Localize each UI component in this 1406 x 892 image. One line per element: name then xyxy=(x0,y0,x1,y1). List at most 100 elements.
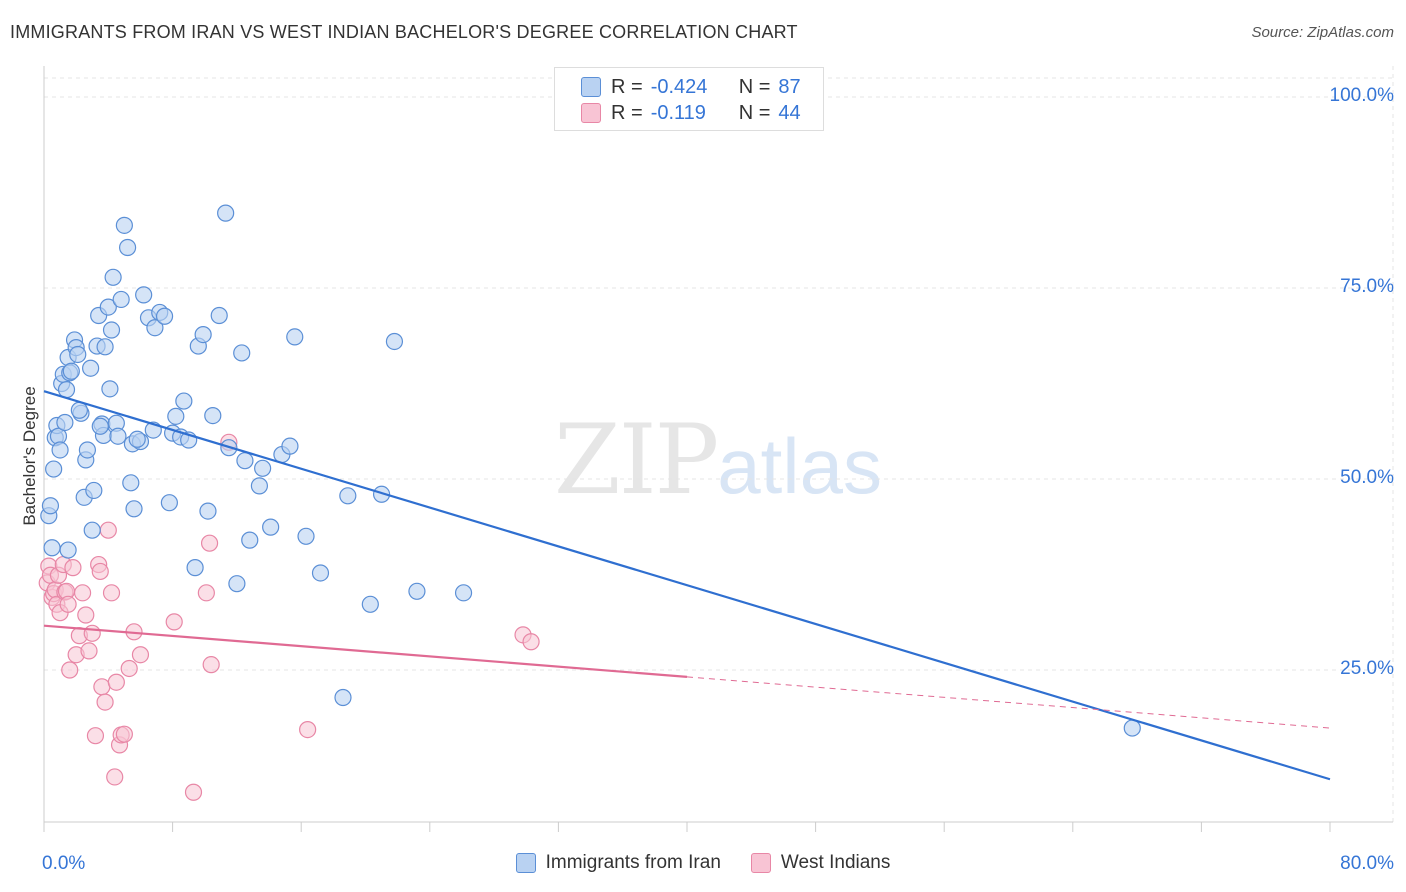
data-point-west-indians xyxy=(83,624,101,642)
data-point-iran xyxy=(281,437,299,455)
data-point-iran xyxy=(297,527,315,545)
data-point-iran xyxy=(112,290,130,309)
west-indians-swatch-icon xyxy=(750,853,771,873)
data-point-iran xyxy=(233,344,251,362)
y-axis-label: Bachelor's Degree xyxy=(20,386,39,526)
data-point-iran xyxy=(167,407,185,425)
data-point-iran xyxy=(454,584,473,602)
legend-item-iran[interactable]: Immigrants from Iran xyxy=(515,852,721,874)
data-point-west-indians xyxy=(120,659,138,678)
data-point-iran xyxy=(204,406,222,425)
data-point-west-indians xyxy=(107,673,125,691)
trend-line-west-indians-extension xyxy=(686,676,1331,729)
data-point-iran xyxy=(160,494,178,512)
data-point-iran xyxy=(56,413,74,432)
data-point-west-indians xyxy=(202,656,220,674)
axes xyxy=(43,66,1393,832)
data-point-iran xyxy=(99,298,117,316)
watermark: ZIPatlas xyxy=(554,404,882,516)
data-point-iran xyxy=(78,441,97,459)
data-point-iran xyxy=(339,487,357,505)
gridlines xyxy=(44,66,1394,822)
data-point-west-indians xyxy=(77,606,95,624)
data-point-west-indians xyxy=(64,559,82,577)
data-point-iran xyxy=(96,338,114,356)
data-point-iran xyxy=(155,307,174,325)
legend-label: West Indians xyxy=(780,852,891,873)
y-tick-label: 75.0% xyxy=(1340,276,1394,297)
west-indians-swatch-icon xyxy=(581,103,601,123)
data-point-iran xyxy=(104,268,122,286)
iran-swatch-icon xyxy=(515,853,536,873)
data-point-west-indians xyxy=(299,720,317,739)
data-point-west-indians xyxy=(165,613,183,631)
data-point-iran xyxy=(385,332,404,351)
data-point-iran xyxy=(102,321,121,339)
series-immigrants-from-iran xyxy=(40,204,1141,737)
data-point-iran xyxy=(69,345,87,364)
data-point-iran xyxy=(45,460,63,478)
data-point-west-indians xyxy=(200,534,219,552)
legend-row-west-indians: R = -0.119 N = 44 xyxy=(581,100,801,126)
data-point-iran xyxy=(286,328,304,346)
n-value: 44 xyxy=(778,101,801,124)
iran-swatch-icon xyxy=(581,77,601,97)
trend-line-west-indians xyxy=(43,624,688,678)
data-point-iran xyxy=(262,518,280,536)
data-point-iran xyxy=(82,359,100,377)
data-point-iran xyxy=(250,477,269,495)
data-point-west-indians xyxy=(184,783,203,801)
y-tick-label: 50.0% xyxy=(1340,467,1394,488)
data-point-iran xyxy=(372,485,391,503)
data-point-iran xyxy=(109,427,127,445)
data-point-west-indians xyxy=(93,678,111,696)
data-point-iran xyxy=(135,286,153,304)
data-point-iran xyxy=(361,595,379,613)
data-point-iran xyxy=(175,392,193,410)
watermark-atlas: atlas xyxy=(717,422,882,510)
trend-line-iran xyxy=(43,390,1331,781)
data-point-iran xyxy=(146,319,164,337)
data-point-iran xyxy=(186,559,204,577)
data-point-iran xyxy=(101,380,119,398)
r-label: R = xyxy=(611,101,643,124)
data-point-iran xyxy=(125,500,143,518)
n-label: N = xyxy=(738,75,771,98)
data-point-west-indians xyxy=(80,642,98,660)
data-point-west-indians xyxy=(522,633,540,651)
legend-row-iran: R = -0.424 N = 87 xyxy=(581,74,801,100)
data-point-iran xyxy=(334,688,352,707)
data-point-iran xyxy=(311,564,330,582)
data-point-west-indians xyxy=(59,595,77,613)
data-point-west-indians xyxy=(131,646,150,664)
x-tick-label-min: 0.0% xyxy=(42,853,86,874)
data-point-iran xyxy=(199,502,217,520)
data-point-iran xyxy=(41,497,60,515)
data-point-iran xyxy=(43,539,61,557)
data-point-iran xyxy=(59,541,77,559)
r-label: R = xyxy=(611,75,643,98)
data-point-west-indians xyxy=(115,725,133,743)
data-point-west-indians xyxy=(61,661,79,679)
data-point-iran xyxy=(408,582,426,600)
data-point-iran xyxy=(217,204,235,222)
legend-label: Immigrants from Iran xyxy=(545,852,721,873)
data-point-iran xyxy=(236,452,254,470)
data-point-iran xyxy=(241,531,259,549)
x-tick-label-max: 80.0% xyxy=(1340,853,1394,874)
r-value: -0.424 xyxy=(650,75,708,98)
data-point-west-indians xyxy=(102,584,121,602)
trend-lines xyxy=(43,390,1331,781)
data-point-iran xyxy=(210,306,228,325)
data-point-iran xyxy=(194,326,212,344)
data-point-west-indians xyxy=(91,562,109,581)
data-point-iran xyxy=(83,521,101,539)
legend-item-west-indians[interactable]: West Indians xyxy=(750,852,891,874)
r-value: -0.119 xyxy=(650,101,706,124)
y-tick-label: 100.0% xyxy=(1329,85,1394,106)
correlation-legend: R = -0.424 N = 87 R = -0.119 N = 44 xyxy=(554,67,824,131)
data-point-west-indians xyxy=(73,584,92,602)
data-point-iran xyxy=(228,575,246,593)
data-point-iran xyxy=(128,430,146,448)
